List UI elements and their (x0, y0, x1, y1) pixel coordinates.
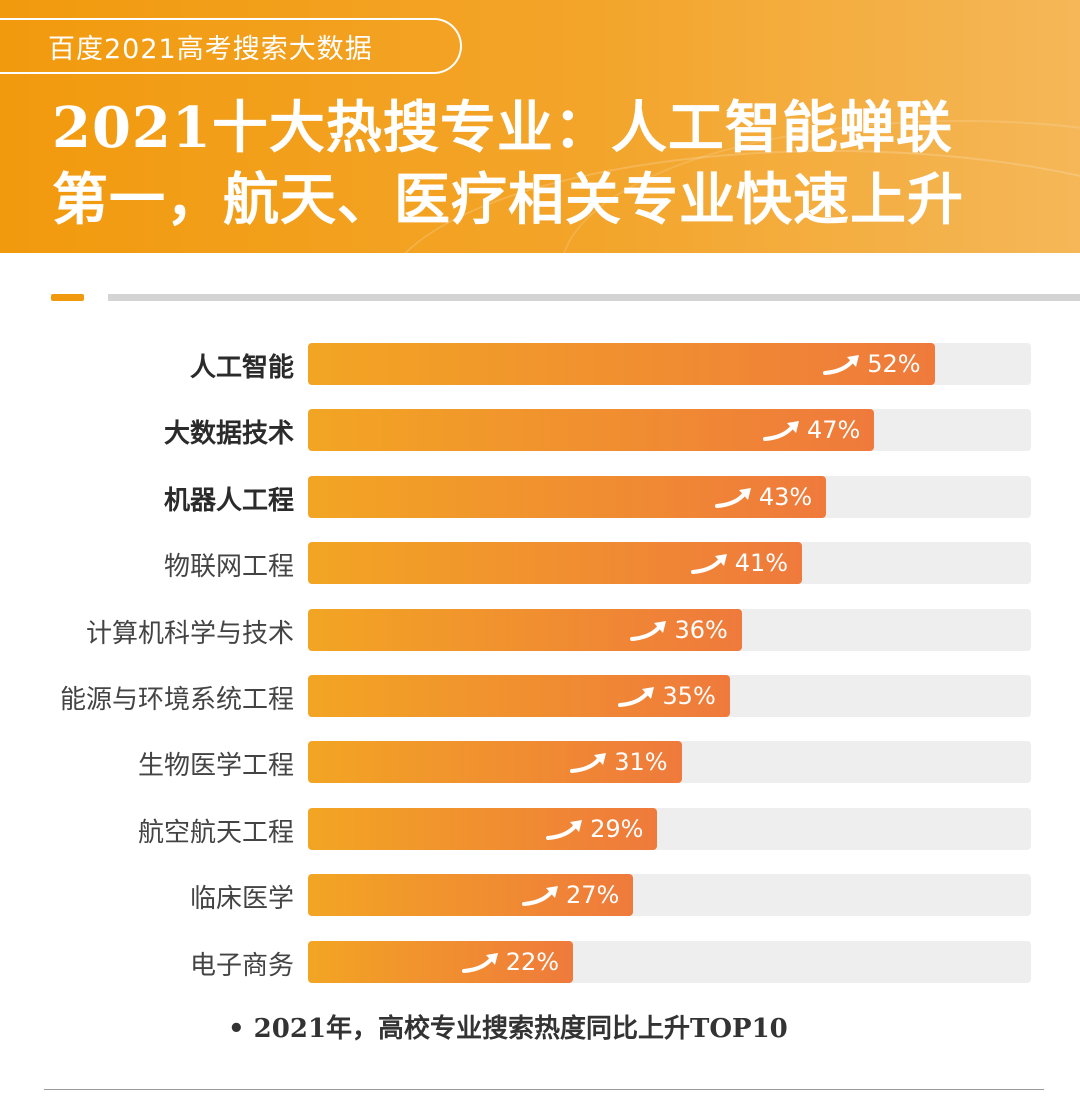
trend-up-arrow-icon (714, 488, 751, 508)
bar (308, 874, 634, 916)
category-label: 生物医学工程 (137, 751, 294, 781)
bar (308, 343, 935, 385)
value-text: 27% (566, 881, 620, 909)
source-tag: 百度2021高考搜索大数据 (0, 18, 462, 74)
trend-up-arrow-icon (522, 886, 559, 906)
value-text: 36% (674, 616, 728, 644)
bottom-divider (44, 1089, 1044, 1090)
category-label: 航空航天工程 (137, 818, 294, 848)
trend-up-arrow-icon (618, 687, 655, 707)
page-title: 2021十大热搜专业：人工智能蝉联 第一，航天、医疗相关专业快速上升 (52, 92, 1062, 236)
category-label: 物联网工程 (163, 552, 294, 582)
bar (308, 741, 682, 783)
trend-up-arrow-icon (461, 953, 498, 973)
title-line-1: 2021十大热搜专业：人工智能蝉联 (52, 95, 953, 161)
category-label: 计算机科学与技术 (85, 619, 294, 649)
trend-up-arrow-icon (630, 621, 667, 641)
value-label: 35% (618, 675, 716, 717)
header-banner: 百度2021高考搜索大数据 2021十大热搜专业：人工智能蝉联 第一，航天、医疗… (0, 0, 1080, 253)
trend-up-arrow-icon (570, 753, 607, 773)
trend-up-arrow-icon (823, 355, 860, 375)
category-label: 机器人工程 (163, 486, 294, 516)
chart-caption: • 2021年，高校专业搜索热度同比上升TOP10 (228, 1014, 788, 1044)
separator-accent (51, 294, 84, 301)
value-text: 52% (867, 350, 921, 378)
value-text: 29% (590, 815, 644, 843)
value-label: 31% (570, 741, 668, 783)
category-label: 能源与环境系统工程 (59, 685, 294, 715)
bar (308, 941, 574, 983)
trend-up-arrow-icon (763, 421, 800, 441)
value-label: 36% (630, 609, 728, 651)
value-text: 35% (662, 682, 716, 710)
value-label: 29% (546, 808, 643, 850)
separator-line (108, 294, 1080, 301)
value-label: 47% (763, 409, 860, 451)
value-text: 22% (505, 948, 560, 976)
category-label: 大数据技术 (163, 419, 294, 449)
category-label: 人工智能 (189, 353, 294, 383)
value-text: 43% (758, 483, 813, 511)
category-label: 电子商务 (189, 951, 294, 981)
value-label: 52% (823, 343, 921, 385)
value-label: 27% (522, 874, 619, 916)
value-text: 47% (807, 416, 861, 444)
bar (308, 808, 658, 850)
value-text: 31% (614, 748, 668, 776)
value-text: 41% (734, 549, 789, 577)
trend-up-arrow-icon (546, 820, 583, 840)
bar (308, 675, 730, 717)
value-label: 41% (690, 542, 789, 584)
value-label: 22% (461, 941, 560, 983)
trend-up-arrow-icon (690, 554, 727, 574)
value-label: 43% (714, 476, 813, 518)
category-label: 临床医学 (189, 884, 294, 914)
bar (308, 609, 742, 651)
title-line-2: 第一，航天、医疗相关专业快速上升 (52, 167, 964, 233)
bar (308, 409, 875, 451)
